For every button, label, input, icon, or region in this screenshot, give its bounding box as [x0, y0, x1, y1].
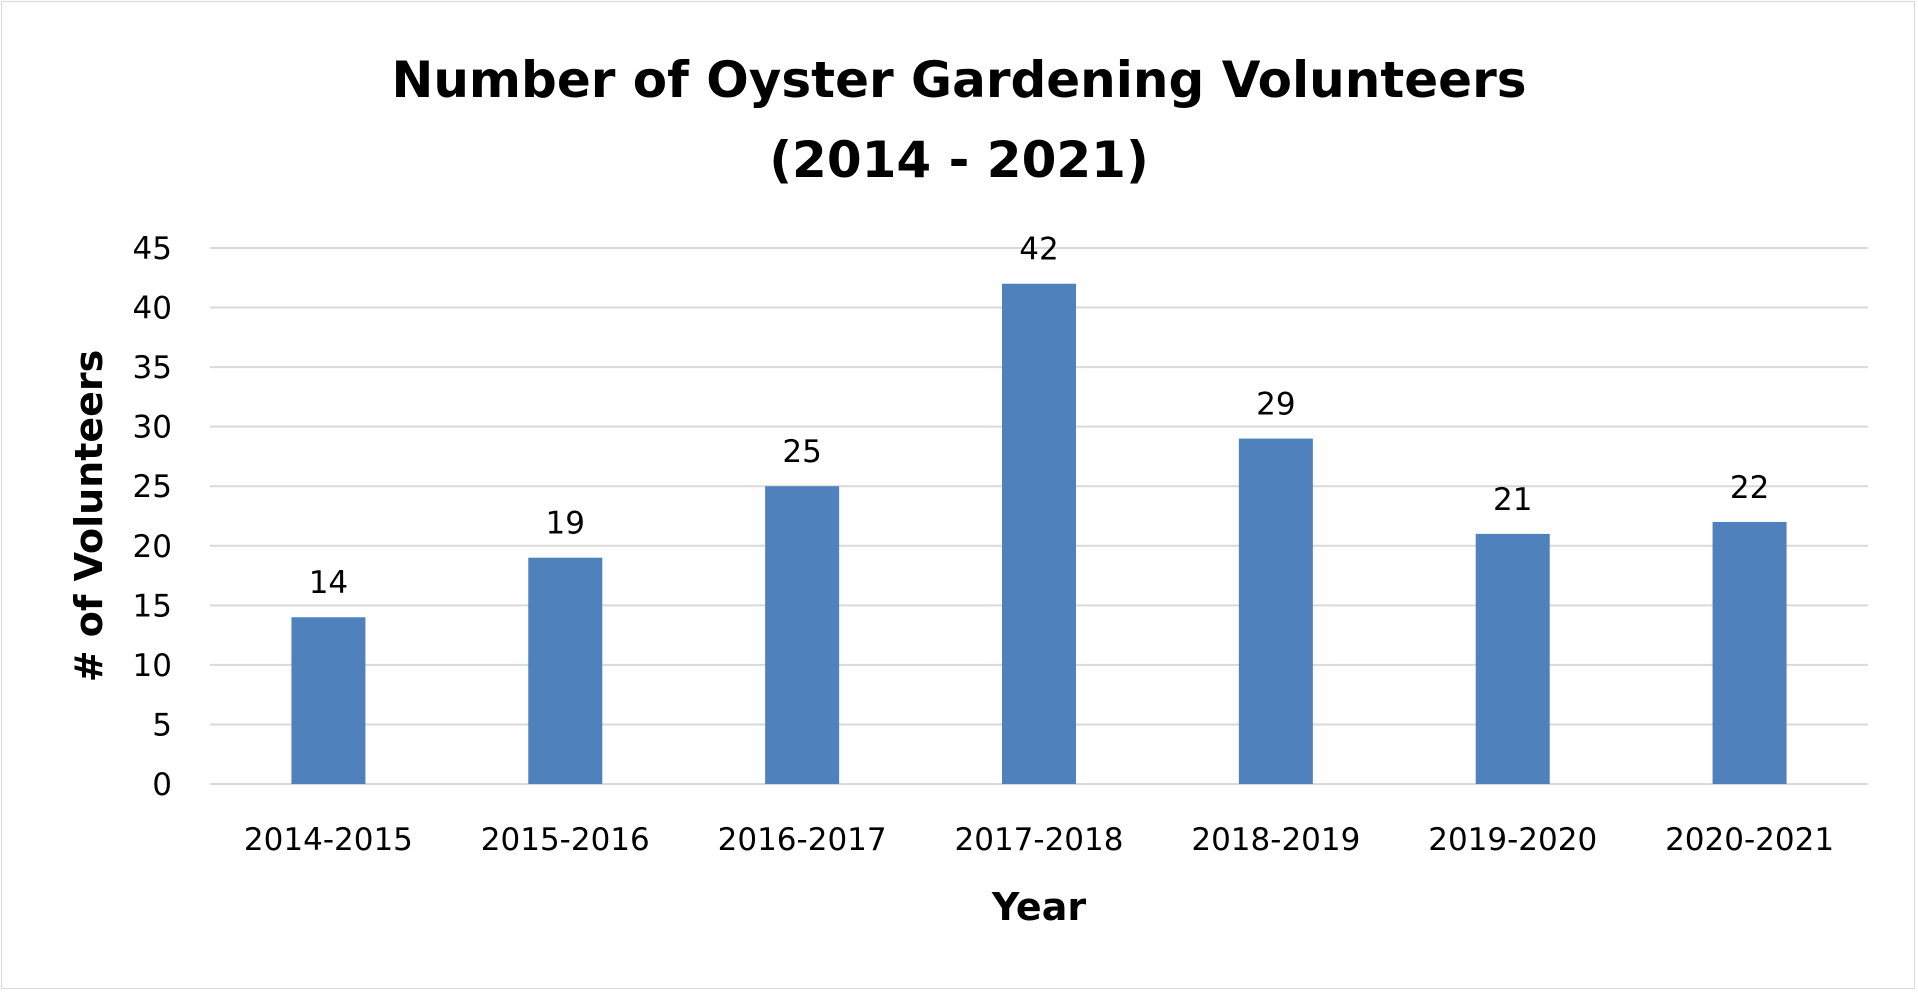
x-tick-label: 2014-2015 [244, 822, 413, 858]
chart-title: Number of Oyster Gardening Volunteers (2… [0, 40, 1918, 200]
bar-2018-2019 [1238, 438, 1313, 784]
x-tick-label: 2016-2017 [718, 822, 887, 858]
y-tick-label: 5 [152, 707, 172, 743]
y-axis-ticks: 0 5 10 15 20 25 30 35 40 45 [133, 231, 172, 803]
x-tick-label: 2019-2020 [1428, 822, 1597, 858]
chart-title-line-1: Number of Oyster Gardening Volunteers [391, 51, 1527, 109]
bar-2017-2018 [1002, 283, 1076, 784]
y-tick-label: 0 [152, 767, 172, 803]
x-axis-ticks: 2014-2015 2015-2016 2016-2017 2017-2018 2018… [244, 822, 1834, 858]
x-tick-label: 2017-2018 [955, 822, 1124, 858]
bar-2020-2021 [1712, 521, 1787, 784]
data-label: 42 [1019, 232, 1058, 268]
bar-2015-2016 [528, 557, 603, 784]
y-tick-label: 10 [133, 648, 172, 684]
x-tick-label: 2015-2016 [481, 822, 650, 858]
x-tick-label: 2020-2021 [1665, 822, 1834, 858]
y-tick-label: 15 [133, 588, 172, 624]
data-label: 19 [546, 506, 585, 542]
x-axis-title: Year [991, 885, 1086, 929]
bar-2019-2020 [1475, 533, 1550, 784]
data-label: 14 [309, 565, 348, 601]
data-label: 22 [1730, 470, 1769, 506]
y-axis-title: # of Volunteers [67, 350, 111, 683]
bars [291, 283, 1787, 784]
data-label: 25 [782, 434, 821, 470]
y-tick-label: 45 [133, 231, 172, 267]
chart-title-line-2: (2014 - 2021) [769, 131, 1149, 189]
y-tick-label: 40 [133, 291, 172, 327]
data-label: 29 [1256, 387, 1295, 423]
y-tick-label: 20 [133, 529, 172, 565]
x-tick-label: 2018-2019 [1191, 822, 1360, 858]
y-tick-label: 35 [133, 350, 172, 386]
bar-2016-2017 [765, 486, 840, 784]
bar-2014-2015 [291, 617, 366, 784]
data-label: 21 [1493, 482, 1532, 518]
y-tick-label: 30 [133, 410, 172, 446]
data-labels: 14 19 25 42 29 21 22 [309, 232, 1770, 602]
y-tick-label: 25 [133, 469, 172, 505]
